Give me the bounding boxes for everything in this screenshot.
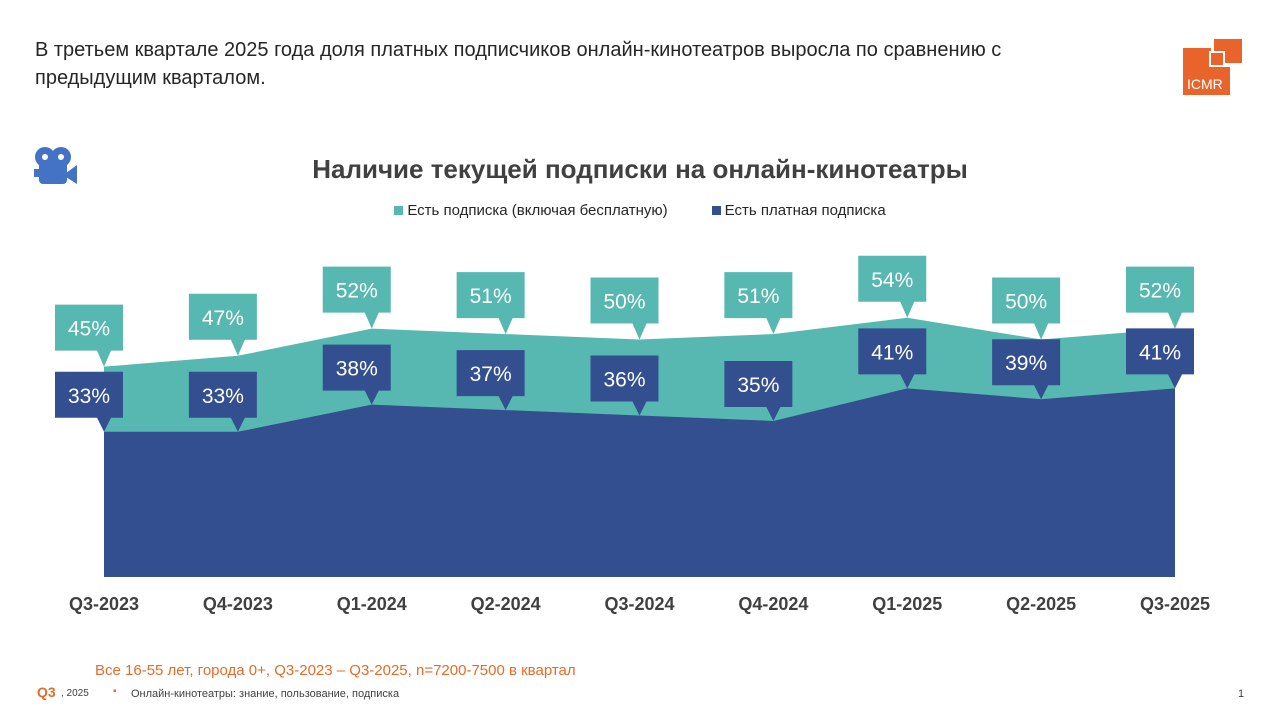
data-label-callout — [590, 355, 659, 416]
data-label: 33% — [202, 385, 244, 408]
legend-label: Есть подписка (включая бесплатную) — [407, 202, 668, 219]
data-label-callout — [456, 272, 525, 335]
data-label: 38% — [336, 358, 378, 381]
data-label-callout — [55, 371, 123, 432]
x-tick-label: Q4-2023 — [203, 594, 273, 614]
legend-swatch — [394, 206, 404, 215]
x-tick-label: Q2-2025 — [1006, 594, 1076, 614]
data-label-callout — [188, 293, 257, 356]
source-text: Онлайн-кинотеатры: знание, пользование, … — [131, 688, 400, 700]
data-label: 50% — [603, 291, 645, 314]
x-tick-label: Q3-2024 — [604, 594, 674, 614]
data-label-callout — [992, 277, 1061, 340]
x-tick-label: Q1-2024 — [337, 594, 407, 614]
data-label: 39% — [1005, 352, 1047, 375]
data-label-callout — [188, 371, 257, 432]
data-label-callout — [724, 360, 793, 421]
x-tick-label: Q2-2024 — [471, 594, 541, 614]
x-tick-label: Q1-2025 — [872, 594, 942, 614]
data-label-callout — [1126, 328, 1194, 389]
x-tick-label: Q3-2025 — [1140, 594, 1210, 614]
data-label: 54% — [871, 269, 913, 292]
data-label: 33% — [68, 385, 110, 408]
data-label-callout — [1126, 266, 1194, 329]
legend-label: Есть платная подписка — [724, 202, 886, 219]
area-series-1 — [104, 388, 1175, 577]
data-label: 51% — [470, 285, 512, 308]
x-tick-label: Q3-2023 — [69, 594, 139, 614]
data-label-callout — [322, 344, 391, 405]
legend: Есть подписка (включая бесплатную) Есть … — [0, 202, 1280, 219]
data-label: 36% — [603, 369, 645, 392]
sample-note: Все 16-55 лет, города 0+, Q3-2023 – Q3-2… — [95, 662, 576, 679]
data-label: 47% — [202, 307, 244, 330]
data-label: 50% — [1005, 291, 1047, 314]
data-label: 41% — [1139, 341, 1181, 364]
data-label: 51% — [737, 285, 779, 308]
footer-year: , 2025 — [61, 688, 89, 699]
data-label: 37% — [470, 363, 512, 386]
data-label: 41% — [871, 341, 913, 364]
headline: В третьем квартале 2025 года доля платны… — [35, 39, 1002, 89]
legend-item-any: Есть подписка (включая бесплатную) — [394, 202, 668, 219]
data-label-callout — [456, 350, 525, 411]
movie-camera-icon — [34, 147, 77, 184]
data-label: 35% — [737, 374, 779, 397]
chart-title: Наличие текущей подписки на онлайн-кинот… — [312, 154, 968, 184]
footer-quarter: Q3 — [37, 684, 56, 700]
data-label-callout — [858, 255, 927, 318]
legend-item-paid: Есть платная подписка — [711, 202, 886, 219]
page-number: 1 — [1238, 688, 1245, 700]
svg-text:ICMR: ICMR — [1187, 76, 1223, 92]
data-label: 52% — [1139, 280, 1181, 303]
data-label-callout — [724, 272, 793, 335]
data-label-callout — [590, 277, 659, 340]
data-label-callout — [992, 339, 1061, 400]
data-label: 52% — [336, 280, 378, 303]
data-label: 45% — [68, 318, 110, 341]
icmr-logo: ICMR — [1183, 37, 1243, 95]
x-tick-label: Q4-2024 — [738, 594, 808, 614]
bullet-icon: ▪ — [113, 686, 117, 697]
data-label-callout — [322, 266, 391, 329]
legend-swatch — [711, 206, 721, 215]
data-label-callout — [55, 304, 123, 367]
data-label-callout — [858, 328, 927, 389]
